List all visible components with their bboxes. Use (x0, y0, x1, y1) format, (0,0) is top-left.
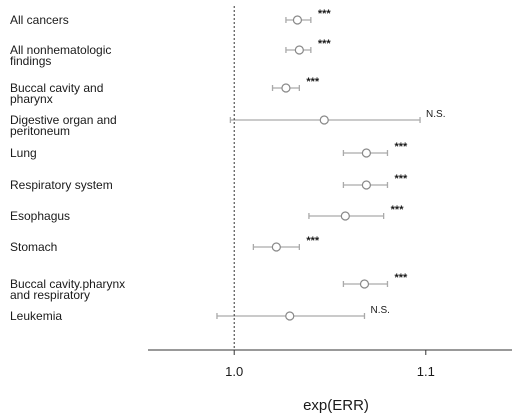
category-label-line: Stomach (10, 240, 57, 254)
category-label: Esophagus (10, 209, 70, 223)
category-label: Lung (10, 146, 37, 160)
point-estimate-marker (281, 83, 291, 93)
forest-row: All cancers *** (10, 8, 331, 27)
point-estimate-marker (340, 211, 350, 221)
significance-label: *** (306, 235, 320, 247)
category-label-line: Lung (10, 146, 37, 160)
forest-row: Digestive organ and peritoneum N.S. (10, 109, 445, 138)
point-estimate-marker (285, 311, 295, 321)
category-label-line: Digestive organ and (10, 113, 117, 127)
category-label: Buccal cavity and pharynx (10, 81, 103, 106)
category-label-line: Buccal cavity and (10, 81, 103, 95)
point-estimate-marker (359, 279, 370, 289)
category-label: Digestive organ and peritoneum (10, 113, 117, 138)
forest-row: Buccal cavity.pharynx and respiratory *** (10, 272, 408, 302)
category-label: All cancers (10, 13, 69, 27)
x-axis-title: exp(ERR) (303, 397, 369, 414)
category-label: Buccal cavity.pharynx and respiratory (10, 277, 125, 302)
category-label-line: Buccal cavity.pharynx (10, 277, 125, 291)
forest-row: Esophagus *** (10, 204, 404, 223)
category-label-line: All nonhematologic (10, 43, 111, 57)
significance-label: *** (306, 76, 320, 88)
x-axis-ticks: 1.0 1.1 (225, 350, 435, 379)
significance-label: N.S. (370, 305, 389, 316)
point-estimate-marker (361, 148, 371, 158)
category-label-line: Respiratory system (10, 178, 113, 192)
significance-label: *** (394, 272, 408, 284)
category-label-line: peritoneum (10, 124, 70, 138)
category-label: Stomach (10, 240, 57, 254)
category-label-line: Leukemia (10, 309, 62, 323)
x-tick-label: 1.0 (225, 364, 243, 379)
significance-label: *** (391, 204, 405, 216)
point-estimate-marker (271, 242, 281, 252)
point-estimate-marker (292, 15, 303, 25)
significance-label: *** (394, 173, 408, 185)
forest-row: Lung *** (10, 141, 408, 160)
category-label-line: findings (10, 54, 51, 68)
point-estimate-marker (319, 115, 329, 125)
rows-layer: All cancers ***All nonhematologic findings… (10, 8, 445, 323)
significance-label: *** (318, 38, 332, 50)
significance-label: *** (318, 8, 332, 20)
x-tick-label: 1.1 (417, 364, 435, 379)
forest-row: Respiratory system *** (10, 173, 408, 192)
category-label: Leukemia (10, 309, 62, 323)
significance-label: *** (394, 141, 408, 153)
category-label: All nonhematologic findings (10, 43, 111, 68)
significance-label: N.S. (426, 109, 445, 120)
forest-row: Stomach *** (10, 235, 320, 254)
category-label: Respiratory system (10, 178, 113, 192)
category-label-line: and respiratory (10, 288, 90, 302)
point-estimate-marker (361, 180, 371, 190)
forest-row: Buccal cavity and pharynx *** (10, 76, 320, 106)
category-label-line: pharynx (10, 92, 53, 106)
category-label-line: Esophagus (10, 209, 70, 223)
forest-row: All nonhematologic findings *** (10, 38, 331, 68)
forest-row: Leukemia N.S. (10, 305, 390, 323)
category-label-line: All cancers (10, 13, 69, 27)
point-estimate-marker (294, 45, 304, 55)
